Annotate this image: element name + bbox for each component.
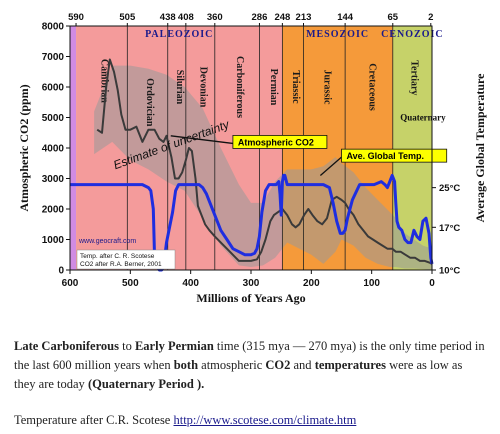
y-tick-label: 4000 <box>42 144 65 155</box>
era-label-paleozoic: PALEOZOIC <box>145 29 213 40</box>
source-credit: Temperature after C.R. Scotese http://ww… <box>14 411 486 430</box>
y-tick-label: 1000 <box>42 235 65 246</box>
x-tick-label: 200 <box>303 278 320 289</box>
period-label-triassic: Triassic <box>290 70 301 104</box>
y-tick-label: 6000 <box>42 83 65 94</box>
top-tick-label: 2 <box>428 12 433 23</box>
caption-paragraph: Late Carboniferous to Early Permian time… <box>14 337 486 394</box>
caption-quaternary: (Quaternary Period ). <box>87 376 205 391</box>
y-tick-label: 8000 <box>42 22 65 33</box>
co2-annotation-label: Atmospheric CO2 <box>238 137 314 147</box>
annotation-box <box>341 148 448 163</box>
period-label-quaternary: Quaternary <box>400 113 446 123</box>
period-label-carboniferous: Carboniferous <box>234 56 245 118</box>
top-tick-label: 590 <box>68 12 84 23</box>
era-label-mesozoic: MESOZOIC <box>306 29 369 40</box>
credit-site: www.geocraft.com <box>78 238 136 245</box>
temperature-tick-label: 10°C <box>439 266 460 277</box>
caption-both: both <box>173 357 199 372</box>
y-tick-label: 3000 <box>42 174 65 185</box>
top-tick-label: 144 <box>337 12 354 23</box>
x-tick-label: 0 <box>429 278 435 289</box>
x-tick-label: 400 <box>182 278 199 289</box>
y-tick-label: 0 <box>58 266 64 277</box>
y-axis-title: Atmospheric CO2 (ppm) <box>17 84 31 211</box>
top-tick-label: 286 <box>252 12 268 23</box>
y-tick-label: 7000 <box>42 52 65 63</box>
period-label-cretaceous: Cretaceous <box>366 63 377 111</box>
y-tick-label: 2000 <box>42 205 65 216</box>
temperature-annotation-label: Ave. Global Temp. <box>347 151 425 161</box>
top-tick-label: 438 <box>160 12 176 23</box>
x-tick-label: 100 <box>363 278 380 289</box>
credit-line-2: CO2 after R.A. Berner, 2001 <box>80 261 162 268</box>
top-tick-label: 65 <box>387 12 398 23</box>
co2-line <box>96 58 433 265</box>
period-label-devonian: Devonian <box>197 67 208 108</box>
precambrian-band <box>70 26 77 270</box>
period-label-silurian: Silurian <box>174 70 185 105</box>
top-tick-label: 360 <box>207 12 223 23</box>
annotation-arrow <box>170 135 233 145</box>
period-label-cambrian: Cambrian <box>98 59 109 103</box>
caption-early-permian: Early Permian <box>134 338 214 353</box>
period-label-ordovician: Ordovician <box>144 78 155 127</box>
annotation-arrow <box>319 156 342 176</box>
period-label-permian: Permian <box>268 69 279 106</box>
credit-box <box>76 249 176 270</box>
credit-line-1: Temp. after C. R. Scotese <box>80 253 155 260</box>
period-label-jurassic: Jurassic <box>322 70 333 106</box>
source-credit-text: Temperature after C.R. Scotese <box>14 412 174 427</box>
caption-temperatures: temperatures <box>314 357 386 372</box>
caption-end: were as low as they are today <box>14 357 463 391</box>
era-label-cenozoic: CENOZOIC <box>381 29 443 40</box>
top-tick-label: 213 <box>296 12 312 23</box>
scotese-link[interactable]: http://www.scotese.com/climate.htm <box>173 412 357 427</box>
x-tick-label: 300 <box>243 278 260 289</box>
right-axis-title: Average Global Temperature <box>473 73 487 223</box>
temperature-tick-label: 17°C <box>439 223 460 234</box>
x-axis-title: Millions of Years Ago <box>196 291 305 305</box>
period-label-tertiary: Tertiary <box>408 60 419 95</box>
top-tick-label: 505 <box>119 12 136 23</box>
co2-temperature-chart: PALEOZOIC MESOZOIC CENOZOIC Cambrian Ordovic… <box>17 12 487 305</box>
caption-late-carboniferous: Late Carboniferous <box>14 338 119 353</box>
x-tick-label: 500 <box>122 278 139 289</box>
temperature-tick-label: 25°C <box>439 183 460 194</box>
top-tick-label: 248 <box>274 12 290 23</box>
caption-co2: CO2 <box>265 357 291 372</box>
x-tick-label: 600 <box>62 278 79 289</box>
top-tick-label: 408 <box>178 12 194 23</box>
caption-to: to <box>118 338 135 353</box>
annotation-box <box>232 135 328 149</box>
caption-range: time (315 mya — 270 mya) is the only tim… <box>14 338 485 372</box>
caption-and: and <box>290 357 315 372</box>
caption-atmospheric: atmospheric <box>198 357 266 372</box>
y-tick-label: 5000 <box>42 113 65 124</box>
